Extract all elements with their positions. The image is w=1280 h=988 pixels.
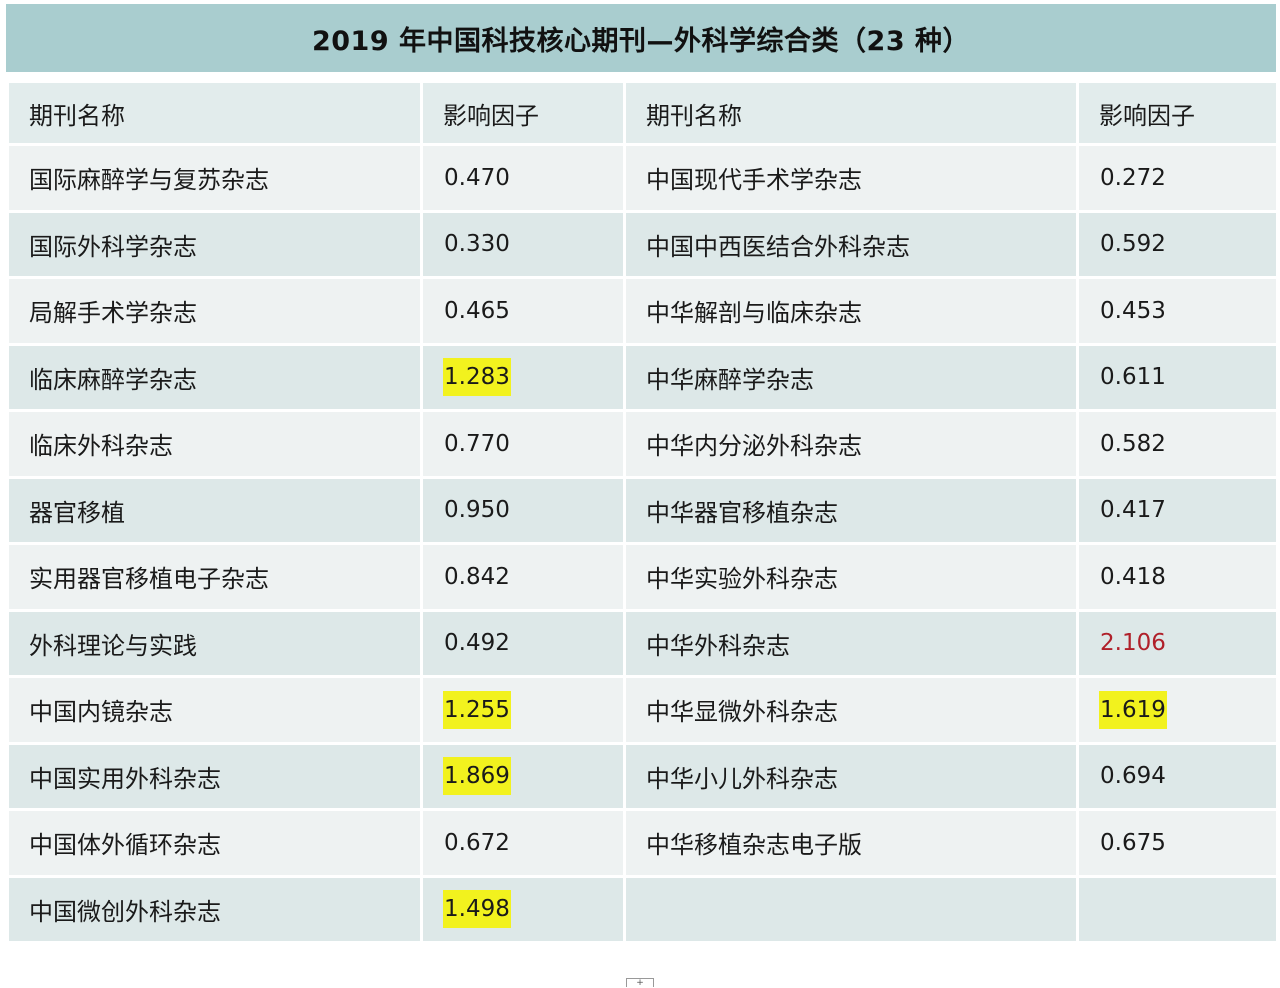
journal-name-cell: 中国现代手术学杂志 bbox=[623, 143, 1079, 213]
impact-factor-cell: 0.770 bbox=[420, 409, 626, 479]
journal-name-cell: 国际外科学杂志 bbox=[6, 209, 423, 279]
journal-name-cell: 中华小儿外科杂志 bbox=[623, 741, 1079, 811]
journal-name-cell: 中国中西医结合外科杂志 bbox=[623, 209, 1079, 279]
impact-factor-cell: 0.950 bbox=[420, 475, 626, 545]
journal-name-cell: 中国实用外科杂志 bbox=[6, 741, 423, 811]
impact-factor-value: 2.106 bbox=[1100, 630, 1166, 657]
column-header-impact-factor: 影响因子 bbox=[420, 80, 626, 146]
impact-factor-cell: 0.592 bbox=[1076, 209, 1279, 279]
journal-name-cell: 中华移植杂志电子版 bbox=[623, 808, 1079, 878]
impact-factor-cell: 0.582 bbox=[1076, 409, 1279, 479]
impact-factor-cell: 0.672 bbox=[420, 808, 626, 878]
journal-name-cell: 中华内分泌外科杂志 bbox=[623, 409, 1079, 479]
table-row: 中国体外循环杂志 0.672 中华移植杂志电子版 0.675 bbox=[6, 808, 1279, 878]
journal-name-cell: 外科理论与实践 bbox=[6, 608, 423, 678]
impact-factor-cell: 0.492 bbox=[420, 608, 626, 678]
impact-factor-highlighted: 1.619 bbox=[1099, 690, 1167, 729]
table-row: 中国实用外科杂志 1.869 中华小儿外科杂志 0.694 bbox=[6, 741, 1279, 811]
column-header-journal-name: 期刊名称 bbox=[623, 80, 1079, 146]
journal-name-cell: 中华麻醉学杂志 bbox=[623, 342, 1079, 412]
impact-factor-cell: 0.675 bbox=[1076, 808, 1279, 878]
journal-table: 期刊名称 影响因子 期刊名称 影响因子 国际麻醉学与复苏杂志 0.470 中国现代手… bbox=[6, 80, 1279, 944]
impact-factor-highlighted: 1.498 bbox=[443, 890, 511, 929]
table-row: 外科理论与实践 0.492 中华外科杂志 2.106 bbox=[6, 608, 1279, 678]
impact-factor-value bbox=[1099, 913, 1101, 917]
journal-name-cell: 中华解剖与临床杂志 bbox=[623, 276, 1079, 346]
table-row: 临床麻醉学杂志 1.283 中华麻醉学杂志 0.611 bbox=[6, 342, 1279, 412]
table-row: 局解手术学杂志 0.465 中华解剖与临床杂志 0.453 bbox=[6, 276, 1279, 346]
impact-factor-cell: 0.418 bbox=[1076, 542, 1279, 612]
impact-factor-cell: 0.470 bbox=[420, 143, 626, 213]
journal-name-cell: 器官移植 bbox=[6, 475, 423, 545]
impact-factor-value: 0.675 bbox=[1100, 829, 1166, 856]
journal-name-cell: 中华外科杂志 bbox=[623, 608, 1079, 678]
table-row: 实用器官移植电子杂志 0.842 中华实验外科杂志 0.418 bbox=[6, 542, 1279, 612]
journal-name-cell: 中国内镜杂志 bbox=[6, 675, 423, 745]
impact-factor-value: 0.453 bbox=[1100, 297, 1166, 324]
impact-factor-value: 0.330 bbox=[444, 231, 510, 258]
impact-factor-cell: 1.869 bbox=[420, 741, 626, 811]
journal-name-cell: 国际麻醉学与复苏杂志 bbox=[6, 143, 423, 213]
column-header-journal-name: 期刊名称 bbox=[6, 80, 423, 146]
impact-factor-cell: 0.453 bbox=[1076, 276, 1279, 346]
impact-factor-value: 0.950 bbox=[444, 497, 510, 524]
impact-factor-cell: 0.842 bbox=[420, 542, 626, 612]
journal-name-cell bbox=[623, 874, 1079, 944]
journal-name-cell: 临床麻醉学杂志 bbox=[6, 342, 423, 412]
header-row: 期刊名称 影响因子 期刊名称 影响因子 bbox=[6, 80, 1279, 146]
journal-name-cell: 实用器官移植电子杂志 bbox=[6, 542, 423, 612]
journal-name-cell: 中华器官移植杂志 bbox=[623, 475, 1079, 545]
impact-factor-cell: 0.465 bbox=[420, 276, 626, 346]
journal-name-cell: 中国体外循环杂志 bbox=[6, 808, 423, 878]
impact-factor-highlighted: 1.283 bbox=[443, 358, 511, 397]
table-body: 国际麻醉学与复苏杂志 0.470 中国现代手术学杂志 0.272 国际外科学杂志 0.33… bbox=[6, 143, 1279, 944]
table-row: 中国微创外科杂志 1.498 bbox=[6, 874, 1279, 944]
impact-factor-value: 0.694 bbox=[1100, 763, 1166, 790]
impact-factor-cell bbox=[1076, 874, 1279, 944]
impact-factor-value: 0.417 bbox=[1100, 497, 1166, 524]
impact-factor-value: 0.418 bbox=[1100, 563, 1166, 590]
impact-factor-highlighted: 1.255 bbox=[443, 690, 511, 729]
impact-factor-cell: 0.417 bbox=[1076, 475, 1279, 545]
journal-name-cell: 中国微创外科杂志 bbox=[6, 874, 423, 944]
table-row: 国际外科学杂志 0.330 中国中西医结合外科杂志 0.592 bbox=[6, 209, 1279, 279]
table-row: 器官移植 0.950 中华器官移植杂志 0.417 bbox=[6, 475, 1279, 545]
table-move-handle[interactable]: + bbox=[626, 978, 654, 988]
impact-factor-value: 0.672 bbox=[444, 829, 510, 856]
journal-name-cell: 中华实验外科杂志 bbox=[623, 542, 1079, 612]
table-title: 2019 年中国科技核心期刊—外科学综合类（23 种） bbox=[6, 4, 1276, 72]
impact-factor-highlighted: 1.869 bbox=[443, 757, 511, 796]
impact-factor-value: 0.770 bbox=[444, 430, 510, 457]
impact-factor-cell: 1.255 bbox=[420, 675, 626, 745]
impact-factor-cell: 0.330 bbox=[420, 209, 626, 279]
impact-factor-cell: 0.272 bbox=[1076, 143, 1279, 213]
table-row: 临床外科杂志 0.770 中华内分泌外科杂志 0.582 bbox=[6, 409, 1279, 479]
impact-factor-value: 0.592 bbox=[1100, 231, 1166, 258]
journal-name-cell: 临床外科杂志 bbox=[6, 409, 423, 479]
journal-name-cell: 局解手术学杂志 bbox=[6, 276, 423, 346]
impact-factor-value: 0.582 bbox=[1100, 430, 1166, 457]
impact-factor-value: 0.842 bbox=[444, 563, 510, 590]
table-row: 中国内镜杂志 1.255 中华显微外科杂志 1.619 bbox=[6, 675, 1279, 745]
impact-factor-value: 0.492 bbox=[444, 630, 510, 657]
impact-factor-cell: 1.283 bbox=[420, 342, 626, 412]
impact-factor-cell: 2.106 bbox=[1076, 608, 1279, 678]
column-header-impact-factor: 影响因子 bbox=[1076, 80, 1279, 146]
impact-factor-value: 0.272 bbox=[1100, 164, 1166, 191]
impact-factor-cell: 0.611 bbox=[1076, 342, 1279, 412]
impact-factor-cell: 1.619 bbox=[1076, 675, 1279, 745]
impact-factor-value: 0.465 bbox=[444, 297, 510, 324]
impact-factor-cell: 1.498 bbox=[420, 874, 626, 944]
impact-factor-cell: 0.694 bbox=[1076, 741, 1279, 811]
journal-name-cell: 中华显微外科杂志 bbox=[623, 675, 1079, 745]
impact-factor-value: 0.470 bbox=[444, 164, 510, 191]
table-row: 国际麻醉学与复苏杂志 0.470 中国现代手术学杂志 0.272 bbox=[6, 143, 1279, 213]
impact-factor-value: 0.611 bbox=[1100, 364, 1166, 391]
